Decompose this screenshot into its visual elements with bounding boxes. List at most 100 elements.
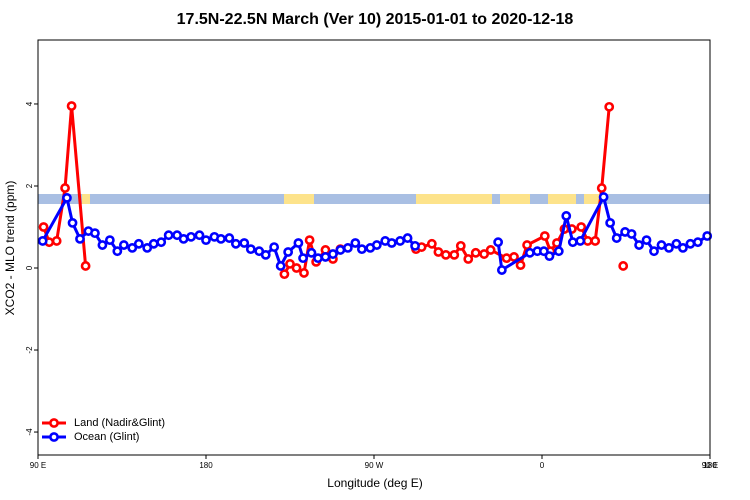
data-point	[567, 237, 578, 248]
y-tick-label: -4	[25, 428, 34, 436]
legend-label: Ocean (Glint)	[74, 431, 139, 443]
data-point	[112, 246, 123, 257]
data-point	[702, 231, 713, 241]
legend-marker	[49, 418, 59, 428]
data-point	[66, 101, 77, 111]
data-point	[685, 238, 696, 249]
x-tick-label: 0	[540, 461, 545, 470]
x-tick-label: 180	[199, 461, 213, 470]
data-point	[306, 247, 317, 258]
data-point	[350, 238, 361, 248]
data-point	[201, 235, 211, 246]
x-tick-label: 180	[703, 461, 717, 470]
legend-label: Land (Nadir&Glint)	[74, 417, 165, 429]
data-point	[67, 217, 78, 228]
data-point	[90, 228, 100, 239]
x-tick-label: 90 E	[702, 461, 718, 470]
plot-area	[37, 101, 713, 280]
data-point	[342, 243, 353, 253]
data-point	[539, 231, 550, 241]
data-point	[75, 233, 85, 244]
data-point	[463, 254, 474, 264]
data-point	[678, 243, 688, 253]
data-point	[553, 246, 564, 257]
data-point	[299, 268, 309, 278]
data-point	[38, 222, 49, 232]
data-point	[479, 249, 490, 259]
data-point	[656, 240, 667, 250]
data-point	[156, 237, 167, 248]
data-point	[269, 242, 280, 252]
data-point	[62, 192, 72, 203]
legend-marker	[49, 432, 59, 442]
data-point	[501, 253, 512, 264]
data-point	[216, 233, 226, 244]
data-point	[118, 240, 129, 250]
data-point	[37, 236, 48, 246]
data-point	[515, 260, 526, 271]
y-tick-label: 2	[25, 183, 34, 188]
data-point	[590, 236, 601, 246]
data-point	[604, 101, 615, 112]
data-point	[239, 238, 250, 248]
data-point	[582, 236, 593, 246]
data-point	[611, 233, 622, 243]
data-point	[279, 269, 290, 280]
data-point	[285, 259, 295, 269]
data-point	[524, 247, 535, 258]
data-point	[97, 240, 108, 250]
y-tick-label: -2	[25, 346, 34, 354]
y-tick-label: 0	[25, 265, 34, 270]
map-strip	[38, 194, 710, 204]
x-tick-label: 90 W	[365, 461, 384, 470]
data-point	[626, 229, 637, 239]
data-point	[275, 261, 286, 271]
data-point	[298, 253, 308, 264]
data-point	[371, 240, 382, 250]
data-point	[133, 238, 144, 249]
data-point	[634, 240, 644, 250]
data-point	[485, 245, 496, 255]
x-axis-label: Longitude (deg E)	[327, 476, 422, 490]
x-tick-label: 90 E	[30, 461, 46, 470]
data-point	[649, 246, 659, 257]
data-point	[440, 249, 451, 260]
data-point	[598, 192, 609, 202]
data-point	[575, 236, 586, 246]
data-point	[230, 238, 241, 249]
data-point	[493, 237, 504, 248]
data-point	[320, 252, 331, 262]
data-point	[496, 265, 507, 275]
data-point	[544, 251, 555, 262]
data-point	[178, 233, 189, 244]
data-point	[104, 235, 115, 246]
data-point	[605, 217, 616, 228]
data-point	[283, 247, 294, 257]
data-point	[618, 261, 629, 271]
data-point	[596, 183, 607, 193]
data-point	[328, 249, 338, 259]
data-point	[664, 243, 674, 253]
data-point	[194, 230, 205, 241]
data-point	[356, 244, 367, 255]
data-point	[60, 183, 70, 193]
data-point	[293, 238, 304, 248]
data-point	[576, 222, 587, 232]
y-axis-label: XCO2 - MLO trend (ppm)	[3, 181, 17, 316]
data-point	[127, 243, 138, 253]
series-line	[41, 192, 709, 273]
data-point	[163, 230, 174, 241]
y-tick-label: 4	[25, 101, 34, 106]
data-point	[538, 246, 549, 257]
data-point	[148, 238, 159, 249]
data-point	[509, 252, 519, 262]
data-point	[402, 233, 413, 243]
data-point	[449, 249, 460, 260]
data-point	[395, 236, 406, 246]
data-point	[224, 233, 235, 243]
data-point	[304, 235, 315, 246]
data-point	[671, 238, 682, 249]
data-point	[410, 240, 420, 251]
data-point	[51, 236, 62, 246]
